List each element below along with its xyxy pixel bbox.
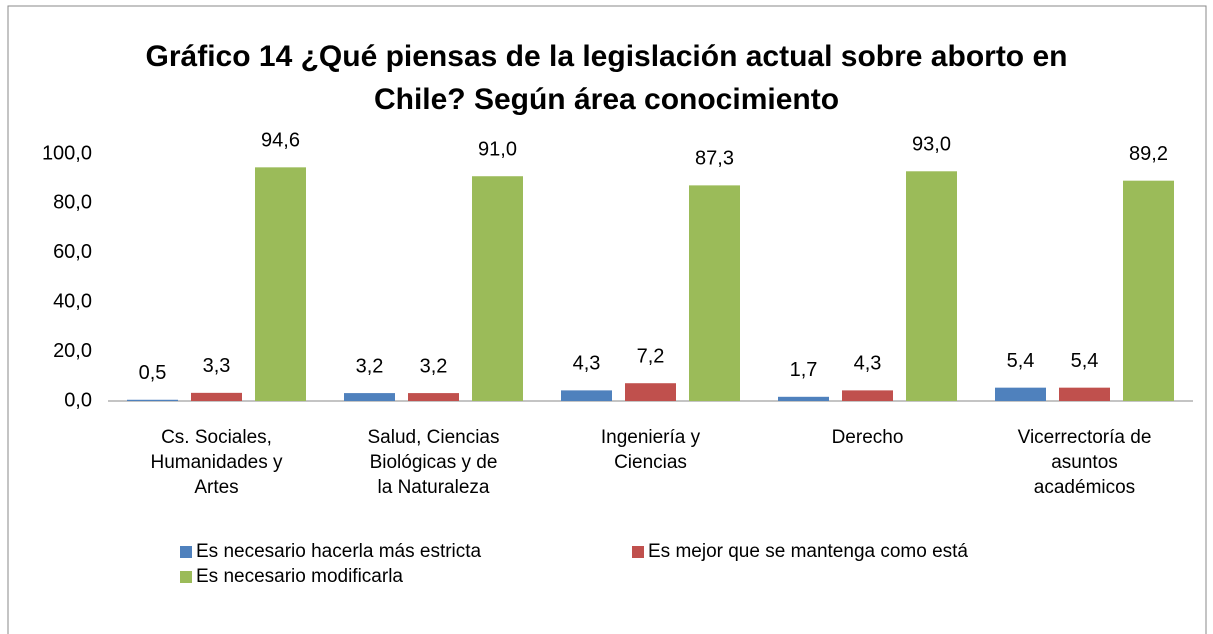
legend-swatch [180,571,192,583]
data-label: 4,3 [854,353,882,375]
bar [561,390,612,401]
data-label: 7,2 [637,345,665,367]
x-tick-box: Ingeniería y Ciencias [600,427,701,473]
bar [255,167,306,401]
x-tick-box: Salud, Ciencias Biológicas y de la Natur… [367,427,500,498]
x-tick-box: Cs. Sociales, Humanidades y Artes [150,427,283,498]
data-label: 3,2 [420,355,448,377]
bar [1123,180,1174,401]
bar [842,390,893,401]
data-label: 4,3 [573,353,601,375]
y-tick-label: 20,0 [53,340,92,362]
bar [472,176,523,401]
legend-label: Es necesario hacerla más estricta [196,541,482,562]
y-tick-label: 80,0 [53,192,92,214]
y-tick-label: 100,0 [42,142,92,164]
data-label: 93,0 [912,134,951,156]
x-tick-box: Derecho [831,427,904,448]
data-label: 1,7 [790,359,818,381]
x-tick-box: Vicerrectoría de asuntos académicos [1017,427,1152,498]
x-tick-label: Vicerrectoría de asuntos académicos [1017,427,1152,498]
x-tick-label: Ingeniería y Ciencias [600,427,701,473]
bar [408,393,459,401]
data-label: 5,4 [1007,350,1035,372]
bar [778,396,829,401]
y-tick-label: 60,0 [53,241,92,263]
legend-label: Es mejor que se mantenga como está [648,541,968,562]
data-label: 91,0 [478,139,517,161]
bar [689,185,740,401]
bar [625,383,676,401]
chart-frame [7,5,1207,634]
bar [344,393,395,401]
legend-swatch [632,546,644,558]
data-label: 3,3 [203,355,231,377]
bar [995,387,1046,401]
bar [1059,387,1110,401]
data-label: 89,2 [1129,143,1168,165]
x-tick-label: Salud, Ciencias Biológicas y de la Natur… [367,427,500,498]
data-label: 5,4 [1071,350,1099,372]
bar [191,392,242,401]
bar [906,171,957,401]
y-tick-label: 0,0 [64,389,92,411]
x-tick-label: Derecho [831,427,904,448]
bar [127,399,178,401]
chart-title: Gráfico 14 ¿Qué piensas de la legislació… [145,40,1068,116]
title-box: Gráfico 14 ¿Qué piensas de la legislació… [145,40,1068,116]
y-tick-label: 40,0 [53,290,92,312]
data-label: 87,3 [695,148,734,170]
data-label: 3,2 [356,355,384,377]
x-tick-label: Cs. Sociales, Humanidades y Artes [150,427,283,498]
legend-swatch [180,546,192,558]
data-label: 94,6 [261,130,300,152]
legend-label: Es necesario modificarla [196,566,403,587]
data-label: 0,5 [139,362,167,384]
